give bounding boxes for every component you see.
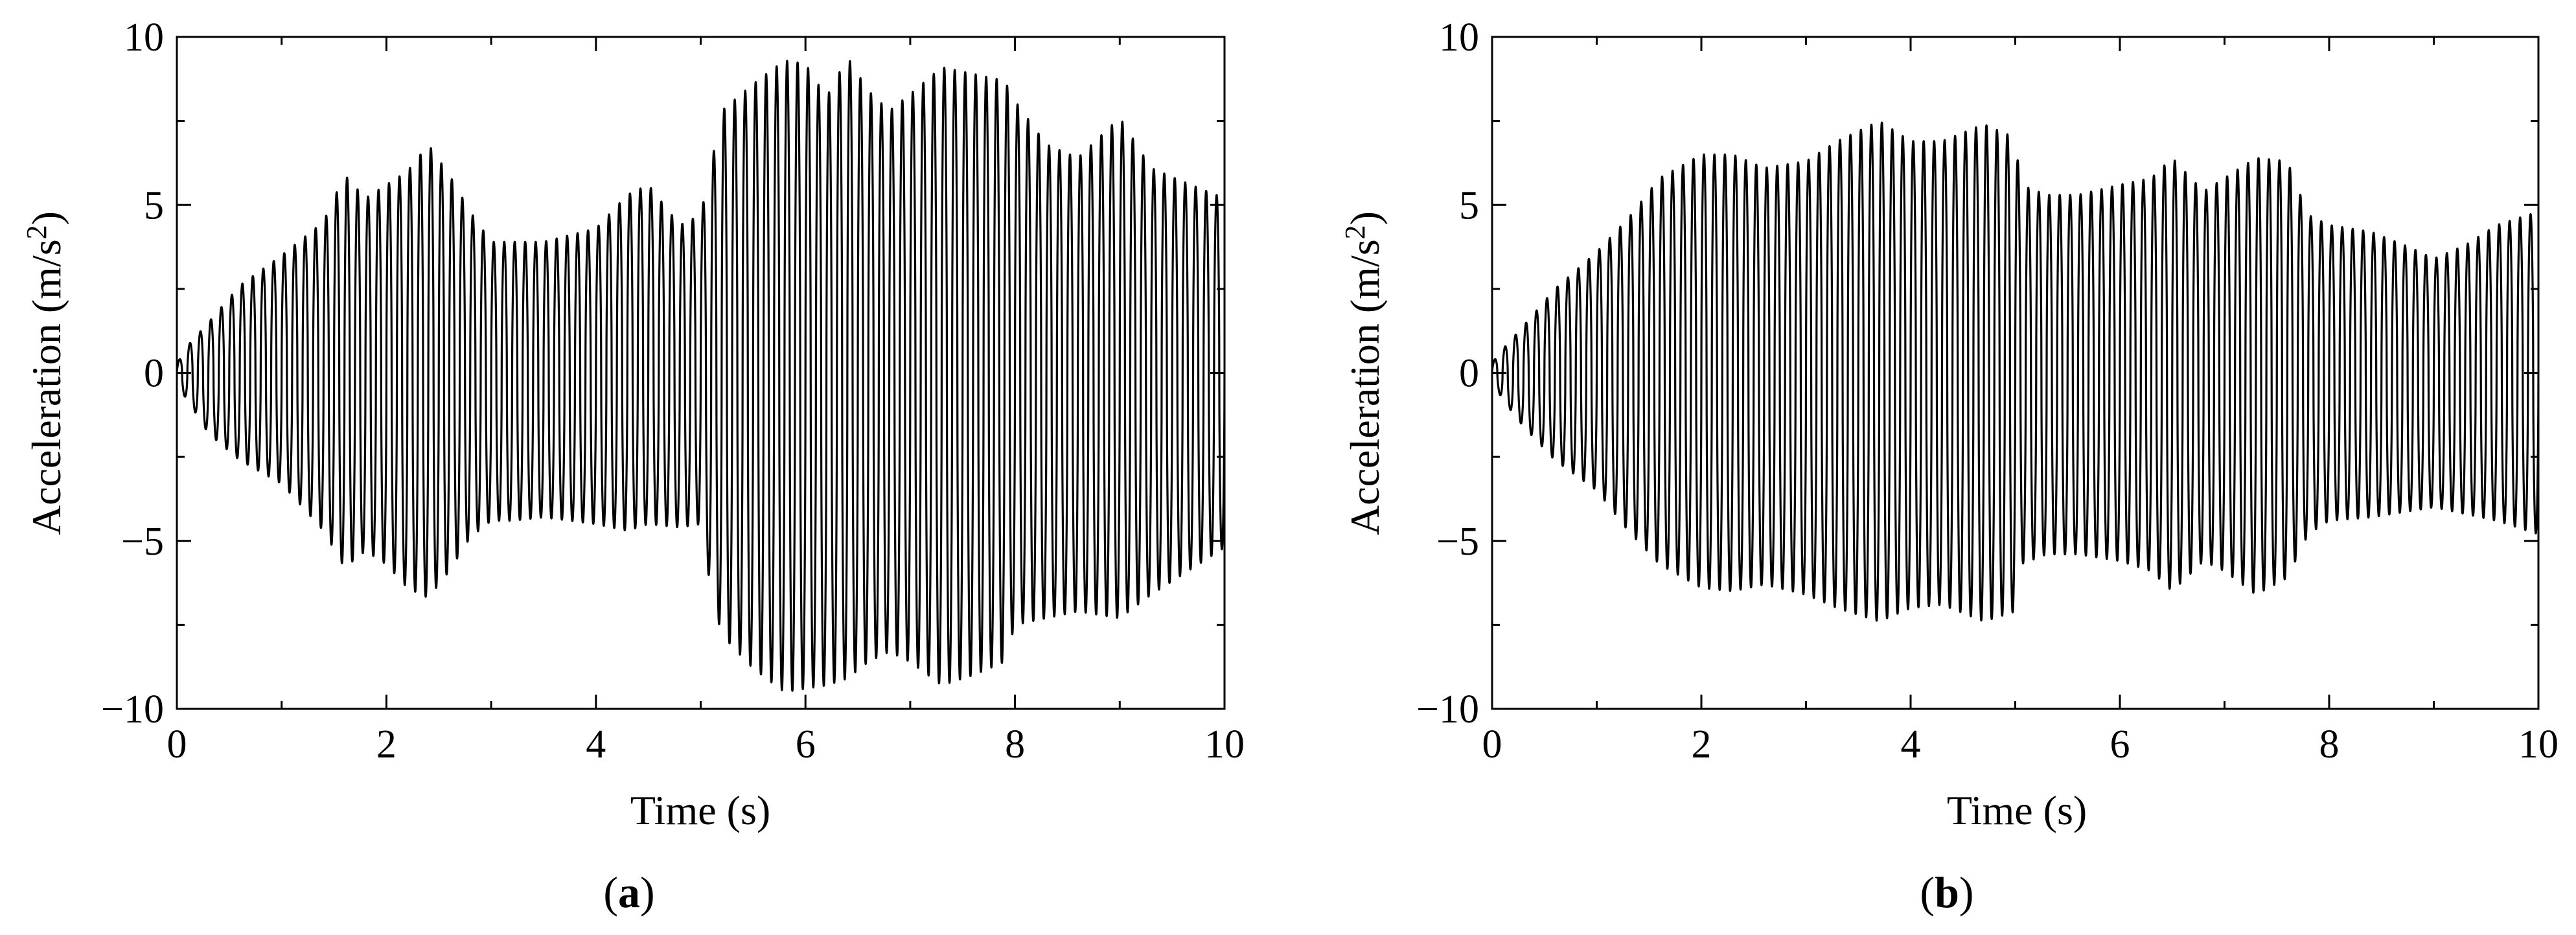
y-tick-label: −5 <box>1436 520 1479 564</box>
y-tick-label: 5 <box>144 183 164 227</box>
y-tick-label: 0 <box>144 352 164 396</box>
y-tick-labels-b: 10 5 0 −5 −10 <box>1416 16 1479 732</box>
y-axis-title-b: Acceleration (m/s2) <box>1339 211 1388 535</box>
x-tick-label: 0 <box>1482 722 1502 767</box>
y-tick-label: −10 <box>101 687 164 732</box>
panel-label-b: (b) <box>1920 868 1973 917</box>
chart-panel-a: 10 5 0 −5 −10 0 2 4 6 8 10 Time (s) Acceleration … <box>21 16 1245 917</box>
x-tick-label: 8 <box>2319 722 2340 767</box>
panel-label-a: (a) <box>603 868 654 917</box>
y-tick-label: 0 <box>1459 352 1479 396</box>
x-tick-label: 6 <box>2110 722 2130 767</box>
x-axis-title-a: Time (s) <box>630 787 770 833</box>
series-line-a <box>177 60 1225 692</box>
y-tick-labels-a: 10 5 0 −5 −10 <box>101 16 164 732</box>
x-tick-label: 2 <box>376 722 397 767</box>
axis-ticks-a <box>176 36 1226 710</box>
x-tick-label: 8 <box>1005 722 1025 767</box>
y-tick-label: −5 <box>121 520 164 564</box>
y-tick-label: 10 <box>1439 16 1479 60</box>
y-axis-title-a: Acceleration (m/s2) <box>21 211 69 535</box>
series-line-b <box>1492 121 2538 622</box>
x-axis-title-b: Time (s) <box>1947 787 2087 833</box>
x-tick-label: 2 <box>1692 722 1712 767</box>
y-tick-label: 10 <box>124 16 164 60</box>
y-tick-label: −10 <box>1416 687 1479 732</box>
x-tick-label: 10 <box>2518 722 2559 767</box>
acceleration-trace-b <box>1492 121 2538 622</box>
x-tick-label: 0 <box>167 722 187 767</box>
axis-ticks-b <box>1491 36 2540 710</box>
x-tick-label: 10 <box>1204 722 1245 767</box>
chart-panel-b: 10 5 0 −5 −10 0 2 4 6 8 10 Time (s) Acceleration … <box>1339 16 2559 917</box>
x-tick-labels-b: 0 2 4 6 8 10 <box>1482 722 2559 767</box>
x-tick-label: 4 <box>1901 722 1921 767</box>
x-tick-label: 4 <box>586 722 606 767</box>
x-tick-label: 6 <box>796 722 816 767</box>
acceleration-trace-a <box>177 60 1225 692</box>
y-tick-label: 5 <box>1459 183 1479 227</box>
x-tick-labels-a: 0 2 4 6 8 10 <box>167 722 1245 767</box>
